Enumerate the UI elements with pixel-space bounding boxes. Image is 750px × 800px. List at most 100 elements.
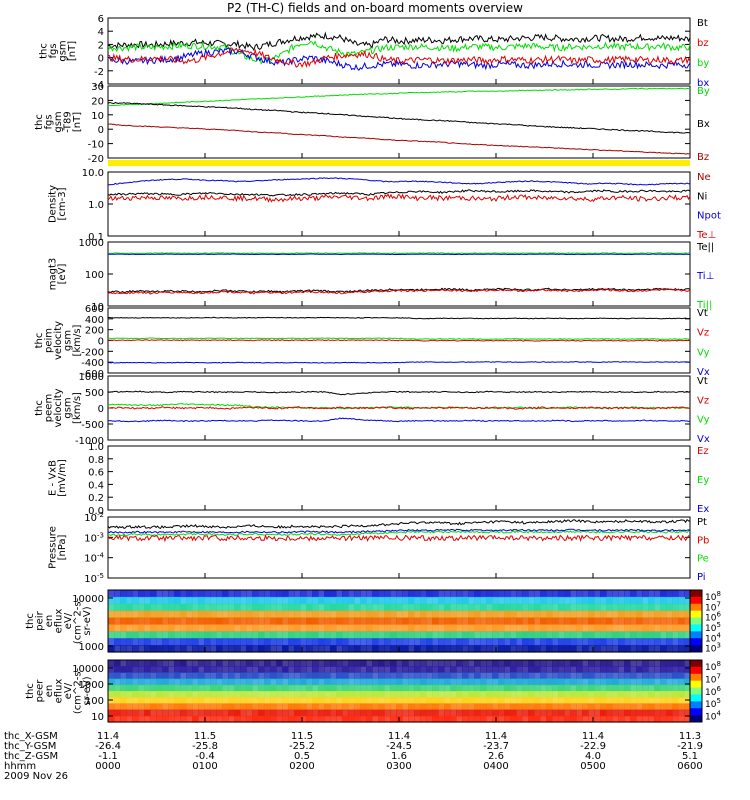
legend-p2-bz: Bz [697, 152, 709, 163]
series-p1-red [107, 47, 691, 69]
colorbar-segment-p10 [690, 694, 702, 702]
ytick-label-p2: -10 [88, 140, 104, 151]
xaxis-value: 11.3 [679, 731, 701, 742]
xaxis-value: 4.0 [585, 751, 601, 762]
series-p4-green [107, 252, 691, 255]
xaxis-row-label: thc_Y-GSM [4, 741, 56, 752]
xaxis-value: 0000 [95, 761, 120, 772]
ytick-label-p7: 0.8 [88, 455, 104, 466]
ytick-label-p2: 20 [91, 96, 104, 107]
ytick-label-p2: -20 [88, 154, 104, 165]
legend-p7-ex: Ex [697, 504, 709, 515]
series-p3-blue [107, 177, 690, 186]
series-p4-red [107, 288, 691, 295]
series-p5-red [107, 339, 690, 342]
ylabel-p7: E - VxB[mV/m] [48, 459, 69, 497]
ytick-label-p1: -2 [94, 67, 104, 78]
legend-p5-vx: Vx [697, 367, 710, 378]
colorbar-segment-p9 [690, 617, 702, 625]
series-p2-green [108, 87, 691, 107]
ytick-label-p7: 0.6 [88, 468, 104, 479]
ylabel-p5: thcpeimvelocitygsm[km/s] [34, 321, 83, 360]
panel-frame-p4 [107, 241, 691, 307]
colorbar-segment-p9 [690, 631, 702, 639]
legend-p3-ne: Ne [697, 172, 711, 183]
bz-flag-band [108, 160, 690, 166]
xaxis-value: 11.4 [97, 731, 119, 742]
ytick-label-p6: 1000 [79, 372, 104, 383]
ytick-label-p7: 1.0 [88, 442, 104, 453]
legend-p5-vy: Vy [697, 347, 710, 358]
colorbar-segment-p9 [690, 596, 702, 605]
legend-p8-pi: Pi [697, 572, 706, 583]
series-p1-green [107, 40, 691, 65]
legend-p5-vz: Vz [697, 328, 709, 339]
ytick-label-p9: 1000 [79, 642, 104, 653]
xaxis-value: 11.5 [194, 731, 216, 742]
xaxis-value: 0600 [677, 761, 702, 772]
ytick-label-p10: 100 [85, 696, 104, 707]
legend-p2-bx: Bx [697, 119, 710, 130]
legend-p8-pt: Pt [697, 517, 707, 528]
colorbar-segment-p10 [690, 687, 702, 695]
colorbar-segment-p9 [690, 645, 702, 653]
series-p5-green [108, 337, 691, 341]
ylabel-p1: thcfgsgsm[nT] [39, 40, 79, 61]
colorbar-segment-p10 [690, 701, 702, 709]
series-p5-blue [107, 361, 691, 364]
ytick-label-p5: 0 [98, 337, 104, 348]
xaxis-value: -21.9 [677, 741, 703, 752]
ytick-label-p5: 600 [85, 304, 104, 315]
ytick-label-p6: -1000 [75, 436, 104, 447]
xaxis-value: 11.4 [388, 731, 410, 742]
ytick-label-p10: 10000 [72, 664, 104, 675]
legend-p8-pe: Pe [697, 554, 709, 565]
series-p2-black [107, 101, 691, 134]
xaxis-row-label: thc_X-GSM [4, 731, 58, 742]
xaxis-value: 0200 [289, 761, 314, 772]
legend-p4-ti⊥: Ti⊥ [696, 271, 714, 282]
ytick-label-p4: 100 [85, 270, 104, 281]
ytick-label-p3: 1.0 [88, 200, 104, 211]
legend-p6-vt: Vt [697, 376, 708, 387]
ylabel-p4: magt3[eV] [48, 258, 69, 291]
ytick-label-p10: 1000 [79, 680, 104, 691]
xaxis-value: 2.6 [488, 751, 504, 762]
legend-p4-ti||: Ti|| [696, 300, 712, 311]
series-p8-red [107, 534, 691, 543]
series-p8-blue [107, 528, 691, 534]
xaxis-value: 0300 [386, 761, 411, 772]
ytick-label-p4: 1000 [79, 238, 104, 249]
ylabel-p8: Pressure[nPa] [48, 526, 69, 569]
ylabel-p2: thcfgsgsm-T89[nT] [34, 111, 83, 133]
series-p4-blue [107, 253, 691, 256]
ytick-label-p6: 0 [98, 404, 104, 415]
ytick-label-p5: -400 [81, 358, 104, 369]
xaxis-value: -22.9 [580, 741, 606, 752]
legend-p3-ni: Ni [697, 191, 707, 202]
panel-frame-p8 [107, 516, 691, 579]
colorbar-segment-p9 [690, 610, 702, 619]
legend-p3-npot: Npot [697, 211, 721, 222]
xaxis-value: -24.5 [386, 741, 412, 752]
xaxis-value: 5.1 [682, 751, 698, 762]
ytick-label-p1: 4 [98, 27, 104, 38]
legend-p6-vy: Vy [697, 415, 710, 426]
legend-p1-bz: bz [697, 38, 709, 49]
legend-p7-ey: Ey [697, 475, 709, 486]
figure-title: P2 (TH-C) fields and on-board moments ov… [227, 1, 523, 15]
colorbar-segment-p9 [690, 603, 702, 612]
xaxis-value: -0.4 [195, 751, 215, 762]
legend-p7-ez: Ez [697, 446, 709, 457]
panel-frame-p2 [107, 85, 691, 159]
xaxis-value: 0400 [483, 761, 508, 772]
ytick-label-p6: -500 [81, 420, 104, 431]
colorbar-segment-p10 [690, 715, 702, 723]
ytick-label-p5: -600 [81, 369, 104, 380]
xaxis-value: 1.6 [391, 751, 407, 762]
colorbar-segment-p9 [690, 590, 702, 598]
ytick-label-p4: 10 [91, 302, 104, 313]
ytick-label-p1: 2 [98, 40, 104, 51]
xaxis-value: -25.8 [192, 741, 218, 752]
